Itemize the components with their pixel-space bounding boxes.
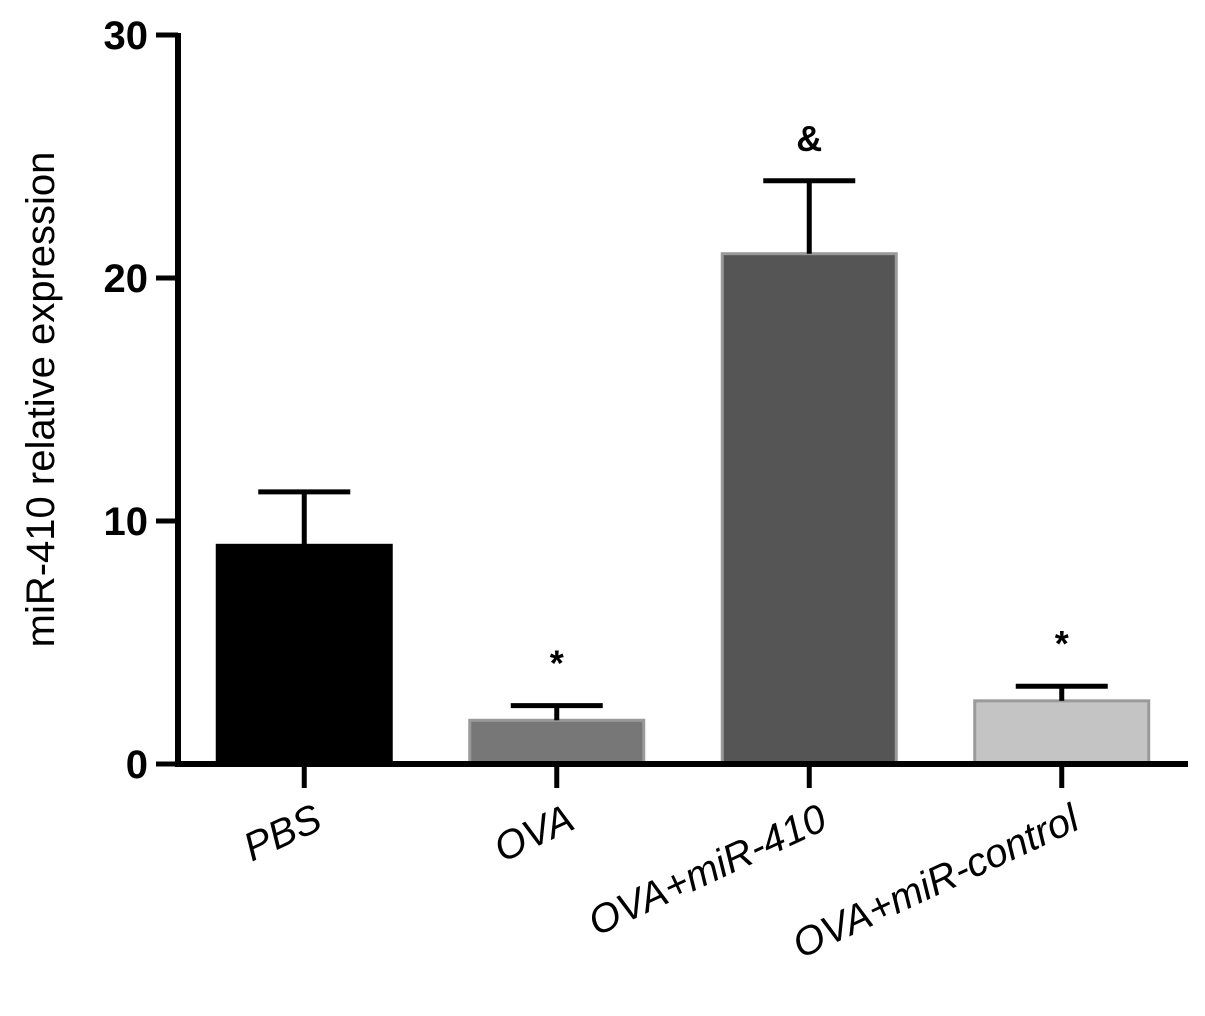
y-tick-label: 30 [104,14,149,58]
bar-pbs [215,543,393,766]
x-tick-label: OVA [487,796,580,871]
significance-marker: * [550,643,564,684]
y-axis: 0 10 20 30 [104,14,181,787]
significance-marker: * [1055,623,1069,664]
significance-marker: & [796,118,822,159]
bar-ova-mir-410 [720,252,898,766]
y-tick-label: 10 [104,500,149,544]
y-tick-label: 0 [126,743,148,787]
y-axis-title: miR-410 relative expression [19,152,63,648]
bar-ova-mir-control [973,699,1151,766]
bar-ova [468,718,646,766]
y-tick-label: 20 [104,257,149,301]
x-tick-label: OVA+miR-control [786,796,1087,967]
bars: * & * [215,118,1151,766]
x-tick-label: PBS [237,796,328,870]
